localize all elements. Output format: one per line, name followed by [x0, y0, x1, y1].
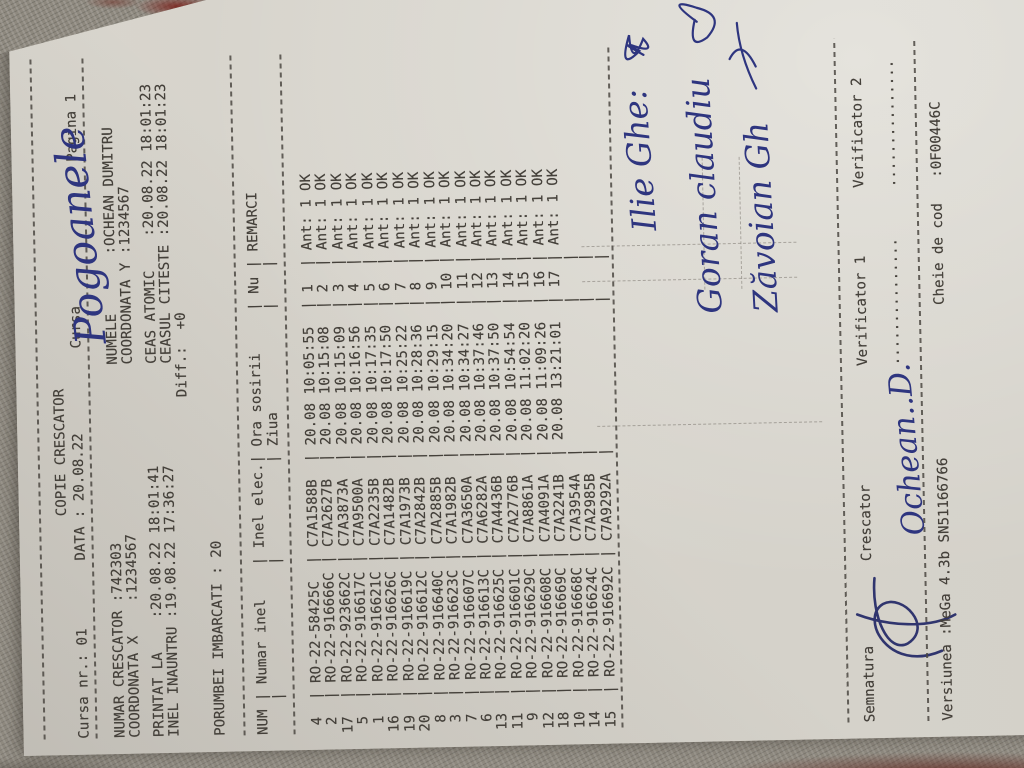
doc-title: COPIE CRESCATOR	[51, 388, 70, 517]
handwritten-race-name: Pogoanele	[44, 124, 117, 348]
svg-text:Goran claudiu: Goran claudiu	[678, 77, 730, 315]
signature-flourish-icon	[855, 576, 957, 658]
line-porumbei-imbarcati: PORUMBEI IMBARCATI : 20	[208, 540, 229, 737]
ghost-line	[597, 421, 823, 427]
flourish-icon	[728, 21, 758, 90]
table-rows: 4 | RO-22-58425C | C7A1588B | 20.08 10:0…	[298, 168, 620, 734]
svg-text:Pogoanele: Pogoanele	[44, 124, 117, 348]
dashed-rule	[229, 51, 246, 736]
svg-text:Ilie Ghe:: Ilie Ghe:	[615, 88, 664, 234]
svg-text:Zăvoian Gh: Zăvoian Gh	[736, 121, 786, 315]
handwritten-annotations: Ilie Ghe: Goran claudiu Zăvoian Gh	[615, 3, 786, 315]
printed-report-paper: COPIE CRESCATOR Cursa nr.: 01 DATA : 20.…	[7, 0, 1024, 756]
flourish-icon	[624, 34, 650, 61]
flourish-icon	[678, 3, 716, 43]
